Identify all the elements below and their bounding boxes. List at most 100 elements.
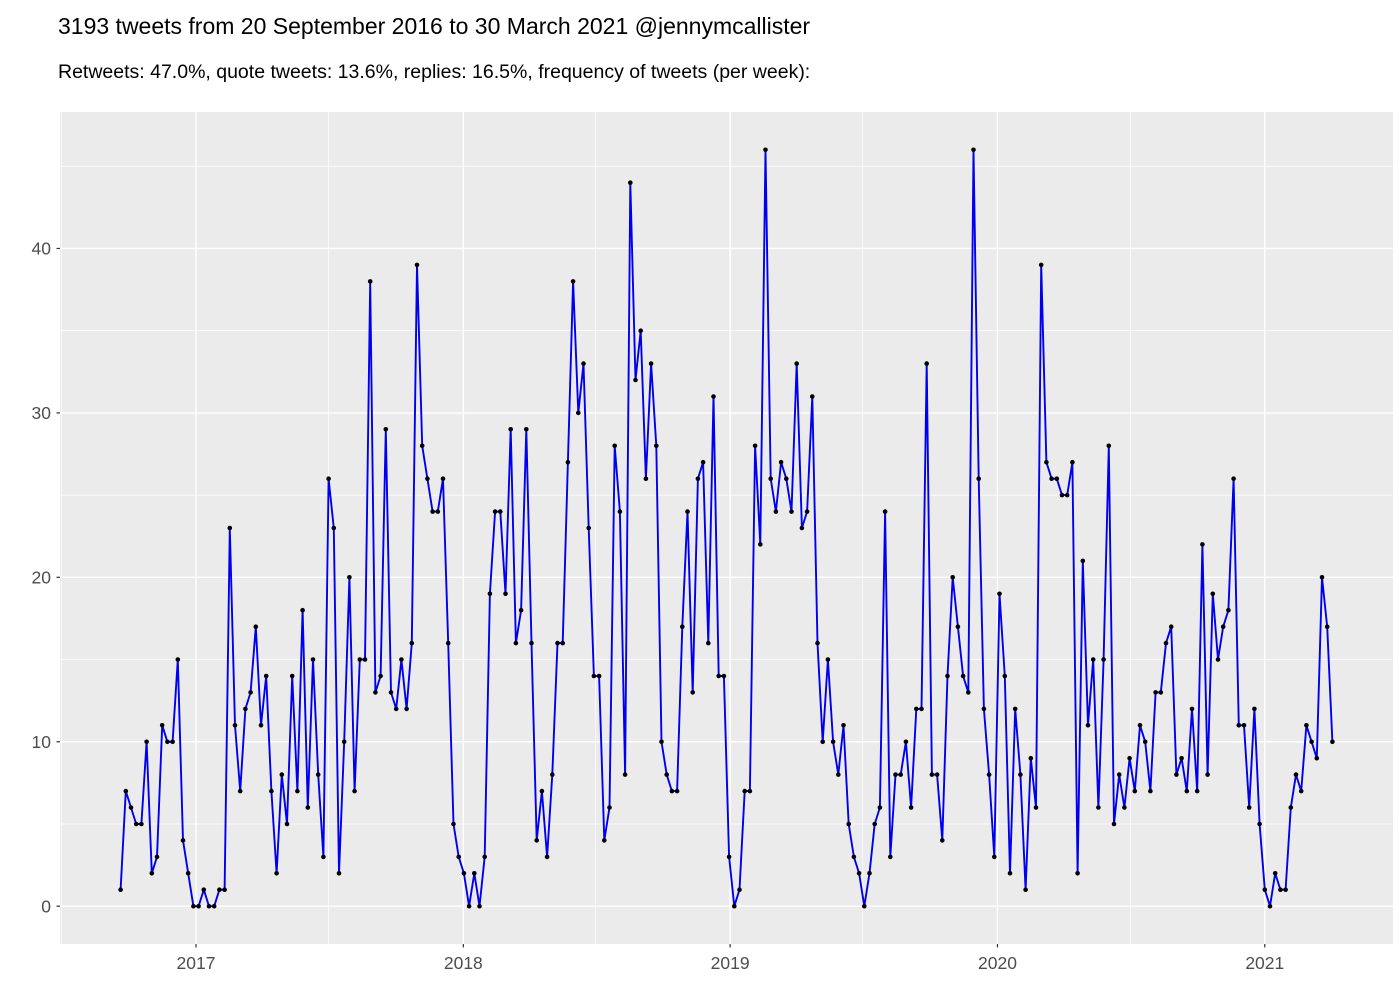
data-point [1148,788,1153,794]
data-point [206,903,212,909]
data-point [1205,772,1210,777]
data-point [1252,706,1257,712]
data-point [851,854,857,860]
data-point [409,640,415,646]
data-point [1288,805,1294,810]
data-point [300,607,305,613]
data-point [971,147,976,153]
data-point [1194,788,1200,794]
data-point [882,509,888,514]
data-point [622,772,628,777]
data-point [581,361,586,366]
data-point [1304,723,1309,728]
data-point [248,690,253,695]
data-point [1096,805,1101,810]
data-point [388,690,394,695]
data-point [836,772,841,777]
data-point [726,854,732,860]
data-point [1064,492,1070,498]
data-point [378,673,383,679]
data-point [201,887,207,892]
data-point [1293,772,1299,777]
data-point [908,805,914,810]
data-point [1122,805,1127,810]
plot-panel [60,112,1393,944]
data-point [331,525,337,531]
data-point [435,509,441,514]
data-point [232,723,238,728]
data-point [986,772,992,777]
data-point [643,476,649,482]
y-axis-label: 40 [32,239,52,259]
data-point [269,788,274,794]
data-point [841,723,846,728]
data-point [669,788,675,794]
data-point [747,788,753,794]
data-point [524,427,529,432]
data-point [518,607,524,613]
data-point [274,871,279,876]
data-point [1210,591,1216,597]
data-point [310,657,316,662]
data-point [1028,755,1034,761]
data-point [674,788,680,794]
data-point [877,805,883,810]
data-point [1241,723,1247,728]
data-point [784,476,789,482]
data-point [633,377,638,383]
data-point [576,410,581,416]
data-point [617,509,623,514]
data-point [1309,739,1314,745]
data-point [737,887,742,892]
data-point [1278,887,1283,892]
data-point [237,788,243,794]
chart-subtitle: Retweets: 47.0%, quote tweets: 13.6%, re… [58,61,811,83]
data-point [165,739,170,745]
data-point [445,640,451,646]
data-point [180,838,186,843]
data-point [315,772,321,777]
data-point [419,443,425,449]
data-point [123,788,129,794]
data-point [815,640,820,646]
data-point [1179,755,1184,761]
data-point [227,525,233,531]
data-point [992,854,997,860]
data-point [830,739,836,745]
data-point [898,772,903,777]
data-point [1054,476,1060,482]
data-point [430,509,435,514]
data-point [721,673,727,679]
data-point [1070,459,1075,465]
data-point [1132,788,1138,794]
data-point [700,459,706,465]
data-point [539,788,545,794]
data-point [289,673,295,679]
data-point [1075,871,1080,876]
data-point [1220,624,1226,629]
data-point [893,772,898,777]
data-point [1116,772,1122,777]
data-point [685,509,690,514]
data-point [945,673,950,679]
data-point [856,871,862,876]
data-point [170,739,175,745]
data-point [586,525,591,531]
data-point [1184,788,1190,794]
data-point [1262,887,1268,892]
data-point [472,871,477,876]
data-point [534,838,539,843]
data-point [763,147,768,153]
data-point [659,739,664,745]
data-point [888,854,893,860]
data-point [1257,821,1262,827]
data-point [217,887,222,892]
data-point [1246,805,1252,810]
data-point [555,640,560,646]
data-point [154,854,160,860]
data-point [211,903,217,909]
data-point [695,476,701,482]
data-point [1106,443,1112,449]
data-point [529,640,534,646]
data-point [456,854,462,860]
